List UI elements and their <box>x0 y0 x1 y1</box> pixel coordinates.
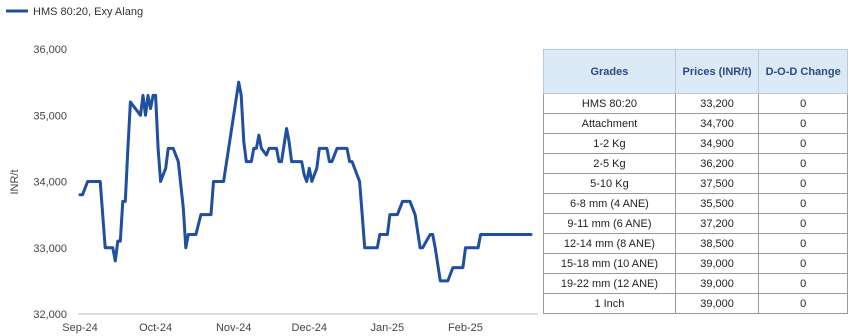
change-cell: 0 <box>758 273 848 294</box>
change-cell: 0 <box>758 213 848 234</box>
x-tick-label: Jan-25 <box>371 322 405 334</box>
price-cell: 39,000 <box>674 253 760 274</box>
grade-cell: 1-2 Kg <box>543 133 676 154</box>
grade-cell: 19-22 mm (12 ANE) <box>543 273 676 294</box>
table-row: 6-8 mm (4 ANE) 35,500 0 <box>543 193 848 214</box>
x-tick-label: Feb-25 <box>448 322 483 334</box>
header-prices: Prices (INR/t) <box>674 49 760 94</box>
change-cell: 0 <box>758 233 848 254</box>
header-dod-change: D-O-D Change <box>758 49 848 94</box>
table-row: 9-11 mm (6 ANE) 37,200 0 <box>543 213 848 234</box>
price-cell: 39,000 <box>674 273 760 294</box>
x-tick-labels: Sep-24 Oct-24 Nov-24 Dec-24 Jan-25 Feb-25 <box>62 322 483 334</box>
legend-label: HMS 80:20, Exy Alang <box>33 6 143 18</box>
grade-cell: 2-5 Kg <box>543 153 676 174</box>
x-tick-label: Sep-24 <box>62 322 97 334</box>
table-row: 15-18 mm (10 ANE) 39,000 0 <box>543 253 848 274</box>
y-tick-labels: 32,000 33,000 34,000 35,000 36,000 <box>33 44 67 321</box>
header-grades: Grades <box>543 49 676 94</box>
y-tick-label: 35,000 <box>33 110 67 122</box>
change-cell: 0 <box>758 253 848 274</box>
price-cell: 37,500 <box>674 173 760 194</box>
grade-cell: 5-10 Kg <box>543 173 676 194</box>
table-row: HMS 80:20 33,200 0 <box>543 93 848 114</box>
grade-cell: 12-14 mm (8 ANE) <box>543 233 676 254</box>
y-tick-label: 34,000 <box>33 177 67 189</box>
table-row: 19-22 mm (12 ANE) 39,000 0 <box>543 273 848 294</box>
grade-cell: 15-18 mm (10 ANE) <box>543 253 676 274</box>
price-cell: 39,000 <box>674 293 760 314</box>
grade-cell: 6-8 mm (4 ANE) <box>543 193 676 214</box>
change-cell: 0 <box>758 173 848 194</box>
price-cell: 35,500 <box>674 193 760 214</box>
price-cell: 34,700 <box>674 113 760 134</box>
legend: HMS 80:20, Exy Alang <box>6 6 143 18</box>
change-cell: 0 <box>758 133 848 154</box>
change-cell: 0 <box>758 153 848 174</box>
price-cell: 33,200 <box>674 93 760 114</box>
price-cell: 38,500 <box>674 233 760 254</box>
y-tick-label: 36,000 <box>33 44 67 56</box>
change-cell: 0 <box>758 293 848 314</box>
table-row: 12-14 mm (8 ANE) 38,500 0 <box>543 233 848 254</box>
change-cell: 0 <box>758 113 848 134</box>
price-cell: 36,200 <box>674 153 760 174</box>
price-cell: 37,200 <box>674 213 760 234</box>
grade-cell: Attachment <box>543 113 676 134</box>
series-line-hms-80-20 <box>78 80 533 283</box>
grade-cell: HMS 80:20 <box>543 93 676 114</box>
x-tick-label: Oct-24 <box>139 322 172 334</box>
change-cell: 0 <box>758 93 848 114</box>
change-cell: 0 <box>758 193 848 214</box>
x-tick-label: Nov-24 <box>216 322 251 334</box>
grade-cell: 9-11 mm (6 ANE) <box>543 213 676 234</box>
table-row: 1-2 Kg 34,900 0 <box>543 133 848 154</box>
table-row: Attachment 34,700 0 <box>543 113 848 134</box>
price-table: Grades Prices (INR/t) D-O-D Change HMS 8… <box>543 49 848 314</box>
y-axis-label: INR/t <box>9 169 21 194</box>
table-row: 2-5 Kg 36,200 0 <box>543 153 848 174</box>
table-row: 5-10 Kg 37,500 0 <box>543 173 848 194</box>
y-tick-label: 33,000 <box>33 243 67 255</box>
x-tick-label: Dec-24 <box>292 322 327 334</box>
table-row: 1 Inch 39,000 0 <box>543 293 848 314</box>
price-cell: 34,900 <box>674 133 760 154</box>
grade-cell: 1 Inch <box>543 293 676 314</box>
y-tick-label: 32,000 <box>33 309 67 321</box>
table-header-row: Grades Prices (INR/t) D-O-D Change <box>543 49 848 94</box>
